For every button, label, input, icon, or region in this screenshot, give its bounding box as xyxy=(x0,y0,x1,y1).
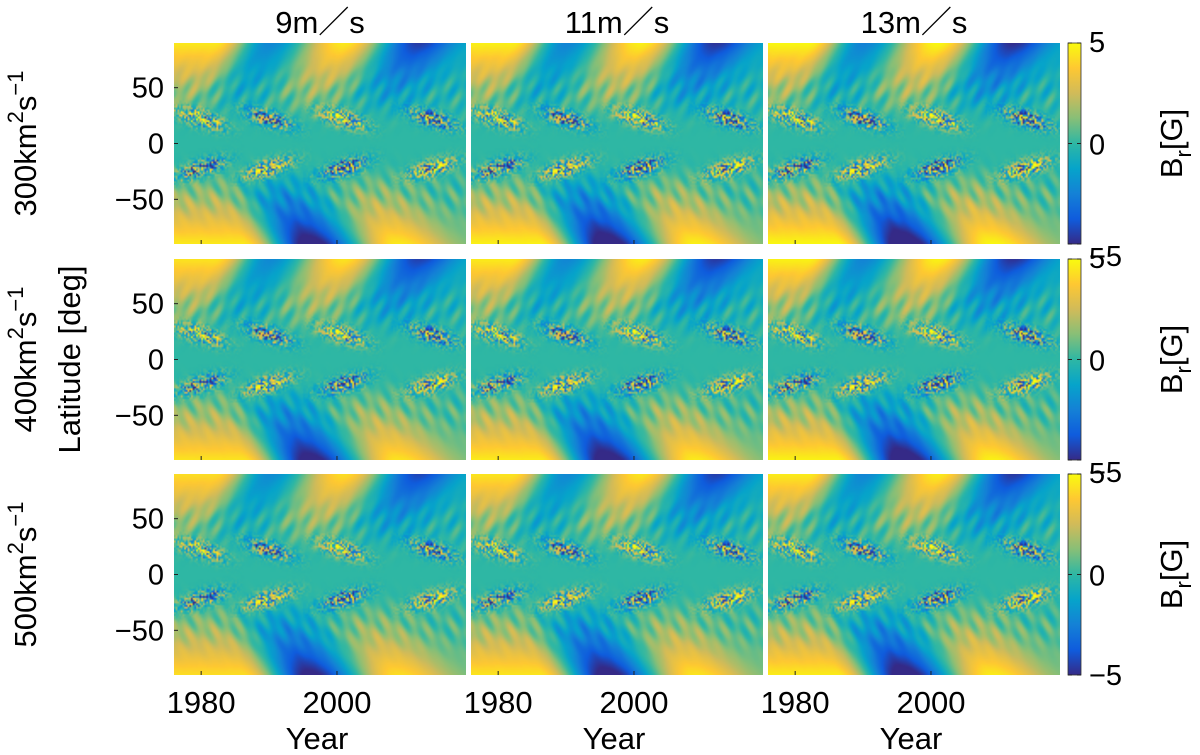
colorbar-tick-label: 5 xyxy=(1089,458,1105,490)
colorbar-label-unit: [G] xyxy=(1154,325,1189,366)
row-label-sup: −1 xyxy=(3,71,28,96)
y-tick-label: 0 xyxy=(148,129,164,161)
heatmap-panel-r2-c3 xyxy=(768,259,1060,460)
row-label-mid: s xyxy=(8,312,43,328)
colorbar-label-base: B xyxy=(1154,373,1189,394)
row-label-sup: −1 xyxy=(3,287,28,312)
colorbar-label-unit: [G] xyxy=(1154,540,1189,581)
y-tick-label: 50 xyxy=(132,73,164,105)
colorbar-label-sub: r xyxy=(1171,150,1196,157)
heatmap-panel-r1-c1 xyxy=(174,43,466,244)
colorbar-label-text: Br[G] xyxy=(1154,109,1196,178)
colorbar-label: Br[G] xyxy=(1154,325,1196,394)
colorbar-label: Br[G] xyxy=(1154,540,1196,609)
row-label-sup: 2 xyxy=(3,111,28,123)
x-tick-label: 1980 xyxy=(761,685,830,720)
row-label-sup: −1 xyxy=(3,502,28,527)
row-label-base: 400km xyxy=(8,339,43,432)
x-tick-label: 2000 xyxy=(302,685,371,720)
row-label-base: 300km xyxy=(8,123,43,216)
y-tick-label: −50 xyxy=(115,615,164,647)
row-label-text: 400km2s−1 xyxy=(3,287,43,433)
y-axis-label-text: Latitude [deg] xyxy=(52,266,87,454)
colorbar-tick-label: −5 xyxy=(1089,660,1122,692)
colorbar-label-unit: [G] xyxy=(1154,109,1189,150)
x-axis-label: Year xyxy=(880,721,943,755)
y-tick-label: 0 xyxy=(148,560,164,592)
y-tick-label: 50 xyxy=(132,504,164,536)
heatmap-panel-r3-c3 xyxy=(768,474,1060,675)
colorbar-tick-label: 5 xyxy=(1089,243,1105,275)
column-title: 13m／s xyxy=(861,5,968,40)
x-tick-label: 2000 xyxy=(896,685,965,720)
row-label: 400km2s−1 xyxy=(3,287,43,433)
colorbar-label-text: Br[G] xyxy=(1154,325,1196,394)
colorbar-tick-label: −5 xyxy=(1089,457,1122,489)
colorbar-label-sub: r xyxy=(1171,581,1196,588)
colorbar-label-text: Br[G] xyxy=(1154,540,1196,609)
y-tick-label: −50 xyxy=(115,400,164,432)
column-title: 9m／s xyxy=(275,5,365,40)
row-label-mid: s xyxy=(8,527,43,543)
row-label-base: 500km xyxy=(8,554,43,647)
column-title: 11m／s xyxy=(565,5,670,40)
colorbar-tick-label: 0 xyxy=(1089,561,1105,593)
row-label-text: 300km2s−1 xyxy=(3,71,43,217)
heatmap-panel-r1-c3 xyxy=(768,43,1060,244)
row-label: 300km2s−1 xyxy=(3,71,43,217)
colorbar-tick-label: 0 xyxy=(1089,346,1105,378)
y-axis-label: Latitude [deg] xyxy=(52,266,87,454)
row-label-sup: 2 xyxy=(3,327,28,339)
y-tick-label: 0 xyxy=(148,345,164,377)
heatmap-panel-r3-c1 xyxy=(174,474,466,675)
heatmap-panel-r2-c2 xyxy=(471,259,763,460)
panel-grid xyxy=(174,43,1060,675)
x-axis-label: Year xyxy=(286,721,349,755)
colorbar-label-base: B xyxy=(1154,157,1189,178)
y-tick-label: 50 xyxy=(132,289,164,321)
colorbar-tick-label: −5 xyxy=(1089,241,1122,273)
x-axis-label: Year xyxy=(583,721,646,755)
row-label-mid: s xyxy=(8,96,43,112)
colorbar-tick-label: 5 xyxy=(1089,27,1105,59)
heatmap-panel-r1-c2 xyxy=(471,43,763,244)
heatmap-panel-r3-c2 xyxy=(471,474,763,675)
row-label-sup: 2 xyxy=(3,542,28,554)
heatmap-panel-r2-c1 xyxy=(174,259,466,460)
colorbar-label-sub: r xyxy=(1171,366,1196,373)
y-tick-label: −50 xyxy=(115,184,164,216)
x-tick-label: 1980 xyxy=(167,685,236,720)
row-label-text: 500km2s−1 xyxy=(3,502,43,648)
colorbar-tick-label: 0 xyxy=(1089,130,1105,162)
x-tick-label: 2000 xyxy=(599,685,668,720)
colorbar-label: Br[G] xyxy=(1154,109,1196,178)
labels: 500−50500−50500−5050−5Br[G]50−5Br[G]50−5… xyxy=(3,5,1196,755)
colorbar-label-base: B xyxy=(1154,588,1189,609)
colorbars xyxy=(1067,42,1082,676)
x-tick-label: 1980 xyxy=(464,685,533,720)
row-label: 500km2s−1 xyxy=(3,502,43,648)
